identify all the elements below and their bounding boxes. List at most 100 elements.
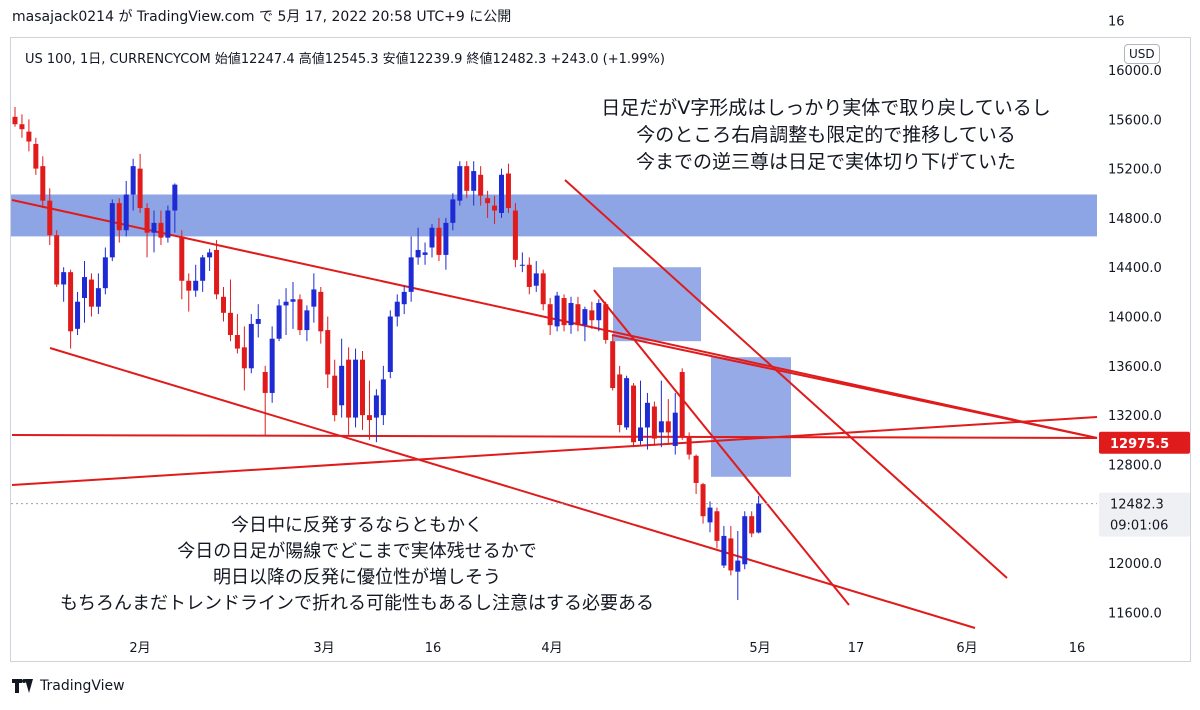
candle: [457, 161, 463, 206]
annotation-text: 今日中に反発するならともかく: [231, 515, 483, 536]
x-tick-label: 16: [1069, 641, 1086, 656]
candle: [221, 286, 226, 322]
consolidation-box-2: [711, 357, 791, 477]
y-tick-label: 11600.0: [1108, 606, 1162, 621]
currency-button[interactable]: USD: [1124, 44, 1160, 64]
candle: [429, 224, 435, 258]
annotation-text: 今までの逆三尊は日足で実体切り下げていた: [636, 151, 1016, 173]
candle: [40, 156, 46, 209]
trend-line[interactable]: [11, 434, 1098, 439]
candle: [297, 294, 303, 336]
candle: [172, 183, 178, 233]
candle: [82, 261, 87, 323]
candle: [193, 264, 199, 297]
candle: [610, 335, 616, 391]
annotation-text: 今日の日足が陽線でどこまで実体残せるかで: [177, 541, 536, 562]
candle: [214, 240, 220, 300]
last-price-label: 12482.3 09:01:06: [1099, 492, 1190, 537]
x-tick-label: 5月: [749, 641, 770, 656]
candle: [721, 526, 727, 568]
candle: [756, 495, 762, 534]
candle: [464, 161, 470, 199]
candle: [165, 205, 171, 243]
candle: [207, 248, 213, 271]
candle: [325, 316, 331, 389]
candle: [366, 380, 372, 440]
candle: [144, 203, 150, 258]
candle: [186, 273, 192, 312]
candle: [672, 392, 678, 455]
candle: [485, 190, 491, 218]
candle: [47, 188, 53, 246]
candle: [651, 401, 657, 446]
candle: [707, 501, 713, 533]
candle: [443, 217, 449, 270]
candle: [318, 286, 324, 344]
candle: [68, 269, 74, 349]
candle: [255, 304, 261, 338]
candle: [631, 383, 637, 448]
candle: [179, 230, 185, 300]
candle: [547, 298, 553, 336]
line-price-label: 12975.5: [1099, 431, 1190, 454]
candle: [130, 158, 136, 211]
candle: [61, 267, 67, 302]
candle: [151, 210, 157, 253]
candle: [526, 257, 532, 295]
candle: [742, 511, 748, 570]
trend-line[interactable]: [49, 347, 976, 629]
candle: [492, 195, 498, 225]
candle: [332, 359, 338, 422]
trend-line[interactable]: [11, 416, 1098, 486]
candle: [450, 193, 456, 231]
tradingview-logo-icon: [12, 679, 34, 693]
candle: [658, 380, 664, 448]
candle: [33, 137, 39, 175]
trend-line[interactable]: [611, 334, 1098, 439]
candle: [665, 399, 671, 445]
candle: [19, 114, 25, 138]
y-tick-label: 15600.0: [1108, 113, 1162, 128]
candle: [415, 227, 421, 265]
y-tick-label: 13200.0: [1108, 409, 1162, 424]
candle: [116, 198, 122, 243]
candle: [137, 153, 143, 213]
x-tick-label: 3月: [313, 641, 334, 656]
candle: [109, 199, 115, 262]
candle: [248, 314, 254, 374]
tradingview-logo[interactable]: TradingView: [12, 678, 125, 694]
candle: [679, 368, 685, 440]
trend-line[interactable]: [11, 199, 1098, 439]
candle: [227, 279, 233, 342]
candle: [408, 236, 414, 302]
candle: [519, 252, 525, 273]
candle: [158, 210, 164, 246]
candle: [262, 365, 268, 437]
annotation-text: 日足だがV字形成はしっかり実体で取り戻しているし: [601, 97, 1050, 119]
x-tick-label: 16: [425, 641, 442, 656]
price-axis[interactable]: [1098, 37, 1191, 662]
brand-name: TradingView: [40, 678, 125, 694]
trend-line[interactable]: [564, 179, 1008, 579]
line-price-text: 12975.5: [1110, 437, 1169, 452]
y-tick-label: 16000.0: [1108, 64, 1162, 79]
candle: [387, 310, 393, 379]
y-tick-label: 15200.0: [1108, 163, 1162, 178]
candle: [360, 351, 365, 430]
candle: [54, 230, 60, 287]
candle: [353, 348, 359, 428]
candle: [401, 285, 407, 315]
trend-line[interactable]: [593, 289, 850, 606]
x-tick-label: 17: [848, 641, 865, 656]
candle: [540, 269, 546, 311]
candle: [644, 392, 650, 450]
countdown-text: 09:01:06: [1110, 519, 1168, 534]
candle: [728, 526, 734, 576]
candle: [234, 314, 240, 354]
annotation-text: 今のところ右肩調整も限定的で推移している: [636, 124, 1015, 146]
annotation-text: 明日以降の反発に優位性が増しそう: [213, 567, 501, 588]
candle: [88, 273, 94, 317]
last-price-text: 12482.3: [1110, 498, 1164, 513]
candle: [75, 291, 81, 336]
